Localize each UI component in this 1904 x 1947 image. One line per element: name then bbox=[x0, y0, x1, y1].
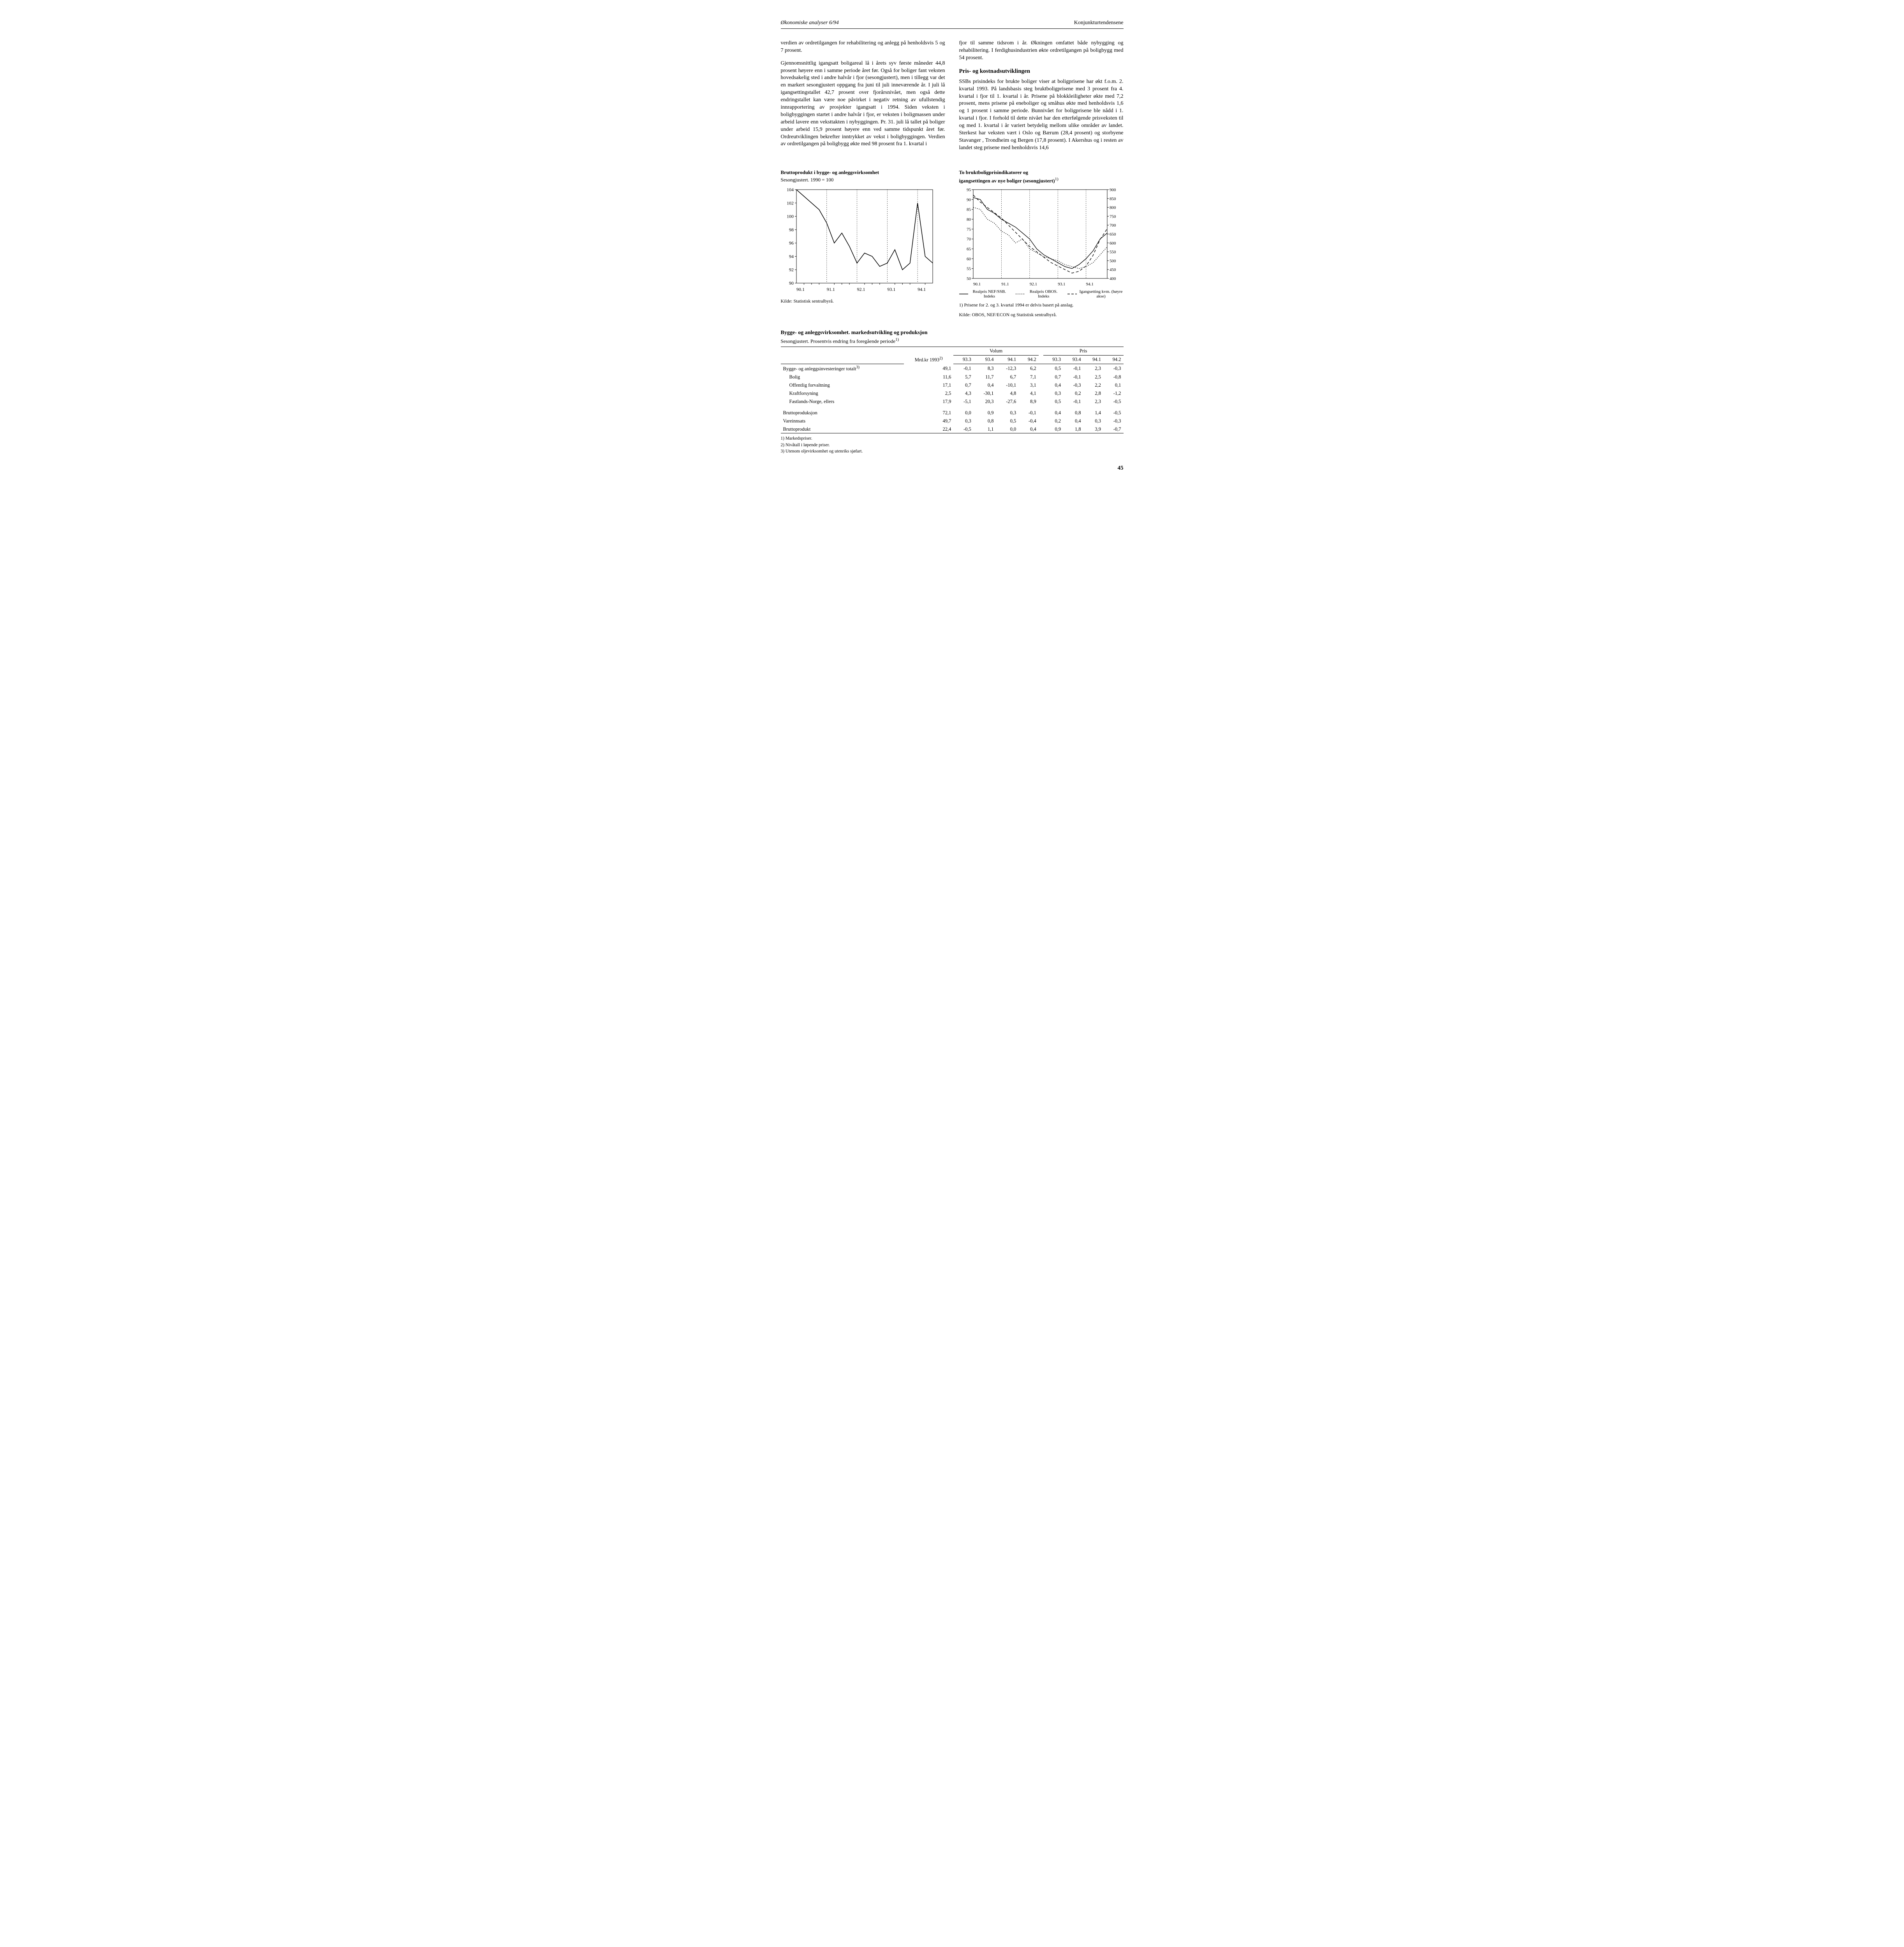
right-column: fjor til samme tidsrom i år. Økningen om… bbox=[959, 40, 1124, 157]
body-columns: verdien av ordretilgangen for rehabilite… bbox=[781, 40, 1124, 157]
svg-text:100: 100 bbox=[787, 213, 794, 219]
left-para-2: Gjennomsnittlig igangsatt boligareal lå … bbox=[781, 60, 945, 148]
svg-text:55: 55 bbox=[967, 267, 971, 271]
chart2-title: To bruktboligprisindikatorer og bbox=[959, 169, 1124, 176]
svg-text:90: 90 bbox=[967, 197, 971, 202]
table-subtitle: Sesongjustert. Prosentvis endring fra fo… bbox=[781, 337, 1124, 345]
svg-text:600: 600 bbox=[1110, 241, 1116, 246]
right-para-2: SSBs prisindeks for brukte boliger viser… bbox=[959, 78, 1124, 152]
svg-text:91.1: 91.1 bbox=[826, 287, 835, 292]
svg-text:91.1: 91.1 bbox=[1001, 282, 1009, 287]
svg-text:85: 85 bbox=[967, 208, 971, 212]
svg-text:94.1: 94.1 bbox=[918, 287, 926, 292]
page-header: Økonomiske analyser 6/94 Konjunkturtende… bbox=[781, 19, 1124, 29]
footnote-1: 1) Markedspriser. bbox=[781, 436, 1124, 442]
svg-text:850: 850 bbox=[1110, 197, 1116, 201]
table-sup: 1) bbox=[895, 337, 899, 342]
svg-text:92: 92 bbox=[789, 267, 794, 273]
svg-text:90: 90 bbox=[789, 280, 794, 286]
header-left: Økonomiske analyser 6/94 bbox=[781, 19, 839, 27]
footnote-3: 3) Utenom oljevirksomhet og utenriks sjø… bbox=[781, 449, 1124, 455]
svg-text:650: 650 bbox=[1110, 232, 1116, 237]
svg-text:700: 700 bbox=[1110, 223, 1116, 228]
left-para-1: verdien av ordretilgangen for rehabilite… bbox=[781, 40, 945, 55]
table-section: Bygge- og anleggsvirksomhet. markedsutvi… bbox=[781, 329, 1124, 455]
svg-text:50: 50 bbox=[967, 276, 971, 281]
svg-text:93.1: 93.1 bbox=[1058, 282, 1065, 287]
table-footnotes: 1) Markedspriser. 2) Nivåtall i løpende … bbox=[781, 436, 1124, 455]
svg-text:90.1: 90.1 bbox=[796, 287, 805, 292]
svg-text:800: 800 bbox=[1110, 206, 1116, 210]
footnote-2: 2) Nivåtall i løpende priser. bbox=[781, 442, 1124, 449]
svg-text:450: 450 bbox=[1110, 268, 1116, 272]
svg-text:95: 95 bbox=[967, 188, 971, 192]
svg-text:400: 400 bbox=[1110, 276, 1116, 281]
svg-text:96: 96 bbox=[789, 240, 794, 246]
data-table: Mrd.kr 19932)VolumPris93.393.494.194.293… bbox=[781, 347, 1124, 433]
svg-text:65: 65 bbox=[967, 247, 971, 252]
chart2-note: 1) Prisene for 2. og 3. kvartal 1994 er … bbox=[959, 302, 1124, 308]
svg-text:93.1: 93.1 bbox=[887, 287, 895, 292]
chart-2: To bruktboligprisindikatorer og igangset… bbox=[959, 169, 1124, 318]
legend-dash1: Realpris OBOS. Indeks bbox=[1016, 289, 1060, 299]
svg-text:75: 75 bbox=[967, 227, 971, 232]
svg-text:500: 500 bbox=[1110, 259, 1116, 264]
table-title: Bygge- og anleggsvirksomhet. markedsutvi… bbox=[781, 329, 1124, 337]
legend-a-text: Realpris NEF/SSB. Indeks bbox=[970, 289, 1009, 299]
chart1-title: Bruttoprodukt i bygge- og anleggsvirksom… bbox=[781, 169, 945, 176]
section-heading: Pris- og kostnadsutviklingen bbox=[959, 67, 1124, 75]
chart2-sup: 1) bbox=[1055, 177, 1059, 181]
chart1-source: Kilde: Statistisk sentralbyrå. bbox=[781, 298, 945, 304]
chart1-svg: 90 92 94 96 98 100 102 104 90.1 91.1 92.1 93.1 94.1 bbox=[781, 186, 937, 295]
svg-text:104: 104 bbox=[787, 187, 794, 192]
svg-text:92.1: 92.1 bbox=[857, 287, 865, 292]
svg-text:102: 102 bbox=[787, 200, 794, 206]
svg-text:98: 98 bbox=[789, 227, 794, 232]
legend-solid: Realpris NEF/SSB. Indeks bbox=[959, 289, 1009, 299]
chart2-svg: 50 55 60 65 70 75 80 85 90 95 400 450 500 550 600 650 70… bbox=[959, 187, 1123, 288]
svg-text:900: 900 bbox=[1110, 188, 1116, 192]
right-para-1: fjor til samme tidsrom i år. Økningen om… bbox=[959, 40, 1124, 62]
table-subtitle-text: Sesongjustert. Prosentvis endring fra fo… bbox=[781, 338, 896, 344]
chart2-source: Kilde: OBOS, NEF/ECON og Statistisk sent… bbox=[959, 312, 1124, 318]
svg-text:550: 550 bbox=[1110, 250, 1116, 255]
svg-text:70: 70 bbox=[967, 237, 971, 242]
page-number: 45 bbox=[781, 464, 1124, 472]
legend-c-text: Igangsetting kvm. (høyre akse) bbox=[1079, 289, 1124, 299]
svg-text:750: 750 bbox=[1110, 215, 1116, 219]
chart-1: Bruttoprodukt i bygge- og anleggsvirksom… bbox=[781, 169, 945, 318]
left-column: verdien av ordretilgangen for rehabilite… bbox=[781, 40, 945, 157]
header-right: Konjunkturtendensene bbox=[1074, 19, 1124, 27]
svg-text:60: 60 bbox=[967, 257, 971, 261]
charts-row: Bruttoprodukt i bygge- og anleggsvirksom… bbox=[781, 169, 1124, 318]
legend-b-text: Realpris OBOS. Indeks bbox=[1027, 289, 1060, 299]
chart2-subtitle: igangsettingen av nye boliger (sesongjus… bbox=[959, 176, 1124, 184]
chart2-subtitle-bold: igangsettingen av nye boliger (sesongjus… bbox=[959, 178, 1055, 184]
svg-text:92.1: 92.1 bbox=[1029, 282, 1037, 287]
svg-text:90.1: 90.1 bbox=[973, 282, 981, 287]
svg-text:94.1: 94.1 bbox=[1086, 282, 1093, 287]
legend-dash2: Igangsetting kvm. (høyre akse) bbox=[1067, 289, 1123, 299]
svg-text:94: 94 bbox=[789, 253, 794, 259]
svg-text:80: 80 bbox=[967, 217, 971, 222]
chart1-subtitle: Sesongjustert. 1990 = 100 bbox=[781, 176, 945, 183]
chart2-legend: Realpris NEF/SSB. Indeks Realpris OBOS. … bbox=[959, 289, 1124, 299]
